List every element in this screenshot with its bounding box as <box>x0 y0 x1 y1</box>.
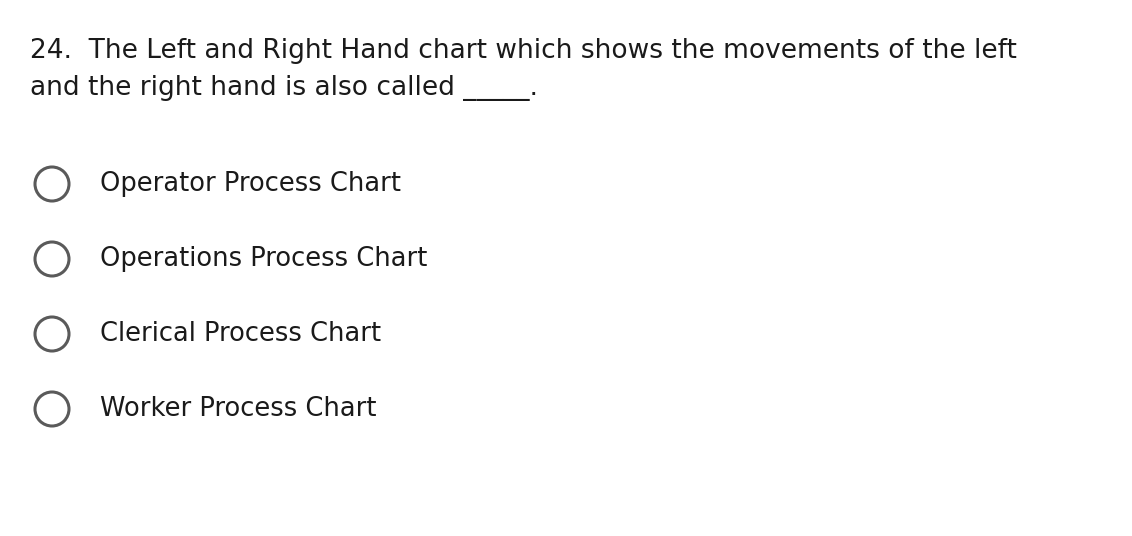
Text: and the right hand is also called _____.: and the right hand is also called _____. <box>31 75 538 101</box>
Text: 24.  The Left and Right Hand chart which shows the movements of the left: 24. The Left and Right Hand chart which … <box>31 38 1017 64</box>
Text: Clerical Process Chart: Clerical Process Chart <box>100 321 381 347</box>
Text: Worker Process Chart: Worker Process Chart <box>100 396 377 422</box>
Text: Operator Process Chart: Operator Process Chart <box>100 171 401 197</box>
Text: Operations Process Chart: Operations Process Chart <box>100 246 428 272</box>
